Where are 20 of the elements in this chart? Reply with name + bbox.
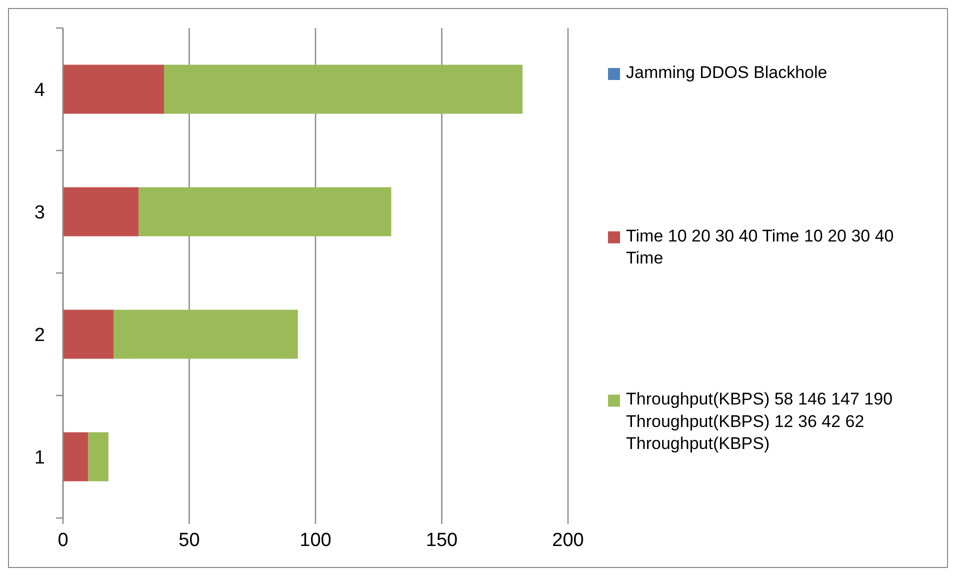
x-tick-label: 50: [178, 530, 200, 551]
bar: [63, 64, 164, 114]
y-tick-label: 4: [34, 80, 46, 101]
bar: [88, 432, 108, 482]
y-tick-label: 3: [34, 202, 45, 224]
x-tick-label: 100: [300, 530, 332, 551]
bar: [114, 310, 298, 359]
bar: [164, 64, 523, 114]
y-tick-label: 2: [34, 324, 45, 346]
x-tick-label: 200: [552, 530, 584, 551]
x-tick-label: 150: [426, 530, 458, 551]
y-tick-label: 1: [34, 447, 45, 468]
bar: [63, 432, 88, 482]
legend-label: Jamming DDOS Blackhole: [626, 63, 828, 82]
bar: [138, 187, 392, 236]
legend-label: Throughput(KBPS) 58 146 147 190 Throughput(KBPS) 12 36 42 62 Throughput(KBPS): [626, 390, 893, 453]
x-tick-label: 0: [58, 530, 68, 551]
legend-label: Time 10 20 30 40 Time 10 20 30 40 Time: [626, 226, 894, 268]
bar: [63, 187, 139, 236]
bar: [63, 310, 114, 359]
